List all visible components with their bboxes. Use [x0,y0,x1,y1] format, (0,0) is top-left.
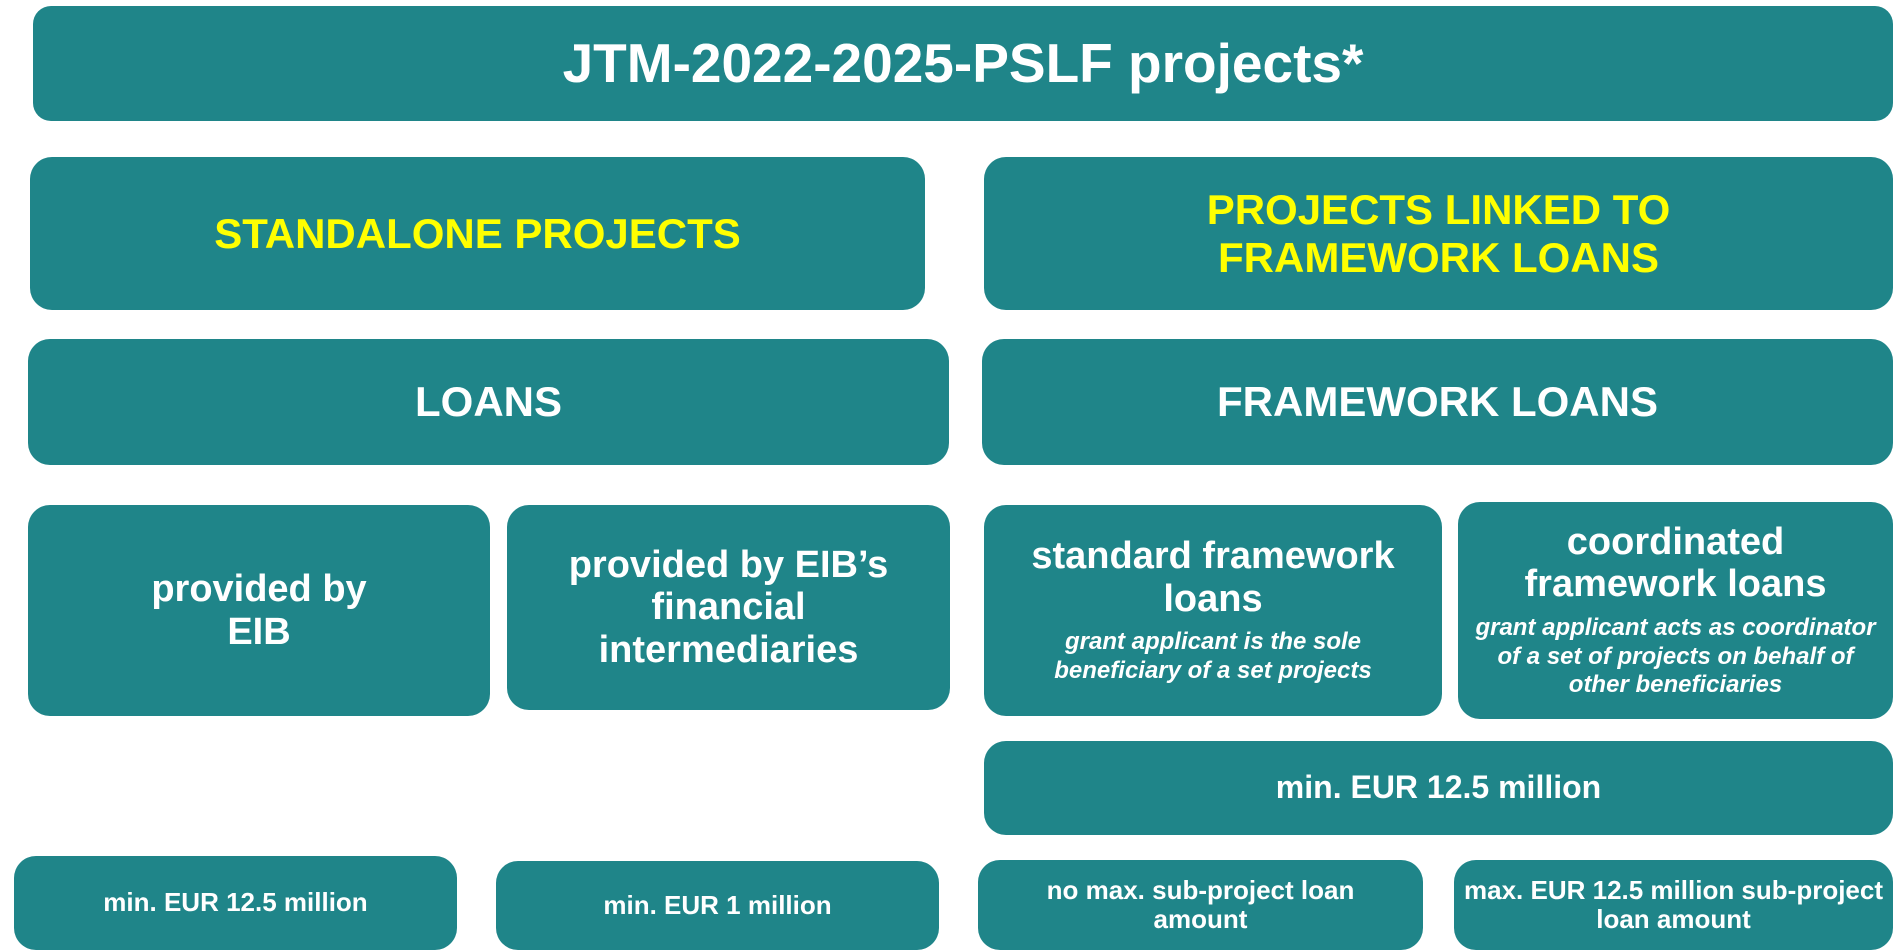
title: JTM-2022-2025-PSLF projects* [562,31,1364,94]
box: provided by EIB [28,505,490,716]
box: provided by EIB’s financial intermediari… [507,505,950,710]
box-text: provided by EIB [151,567,367,653]
box-text: LOANS [415,378,562,426]
box-text: FRAMEWORK LOANS [1217,378,1658,426]
box-text: min. EUR 1 million [603,889,832,920]
box: max. EUR 12.5 million sub-project loan a… [1454,860,1893,950]
box: PROJECTS LINKED TO FRAMEWORK LOANS [984,157,1893,310]
box: standard framework loans grant applicant … [984,505,1442,716]
box: min. EUR 12.5 million [14,856,457,950]
box-text: PROJECTS LINKED TO FRAMEWORK LOANS [1206,186,1671,281]
box: LOANS [28,339,949,465]
title-box: JTM-2022-2025-PSLF projects* [33,6,1893,121]
box: min. EUR 12.5 million [984,741,1893,835]
box-text: STANDALONE PROJECTS [214,209,741,257]
box: min. EUR 1 million [496,861,939,950]
box-note: grant applicant is the sole beneficiary … [1054,628,1372,685]
box: coordinated framework loans grant applica… [1458,502,1893,719]
box-text: min. EUR 12.5 million [1275,769,1602,806]
box-note: grant applicant acts as coordinator of a… [1475,613,1876,699]
box-text: provided by EIB’s financial intermediari… [568,543,889,671]
box-text: min. EUR 12.5 million [103,887,368,918]
box: STANDALONE PROJECTS [30,157,925,310]
box-text: standard framework loans [1031,535,1395,620]
box-text: max. EUR 12.5 million sub-project loan a… [1464,874,1883,934]
box-text: coordinated framework loans [1524,520,1827,606]
box-text: no max. sub-project loan amount [1046,874,1355,934]
box: no max. sub-project loan amount [978,860,1423,950]
box: FRAMEWORK LOANS [982,339,1893,465]
